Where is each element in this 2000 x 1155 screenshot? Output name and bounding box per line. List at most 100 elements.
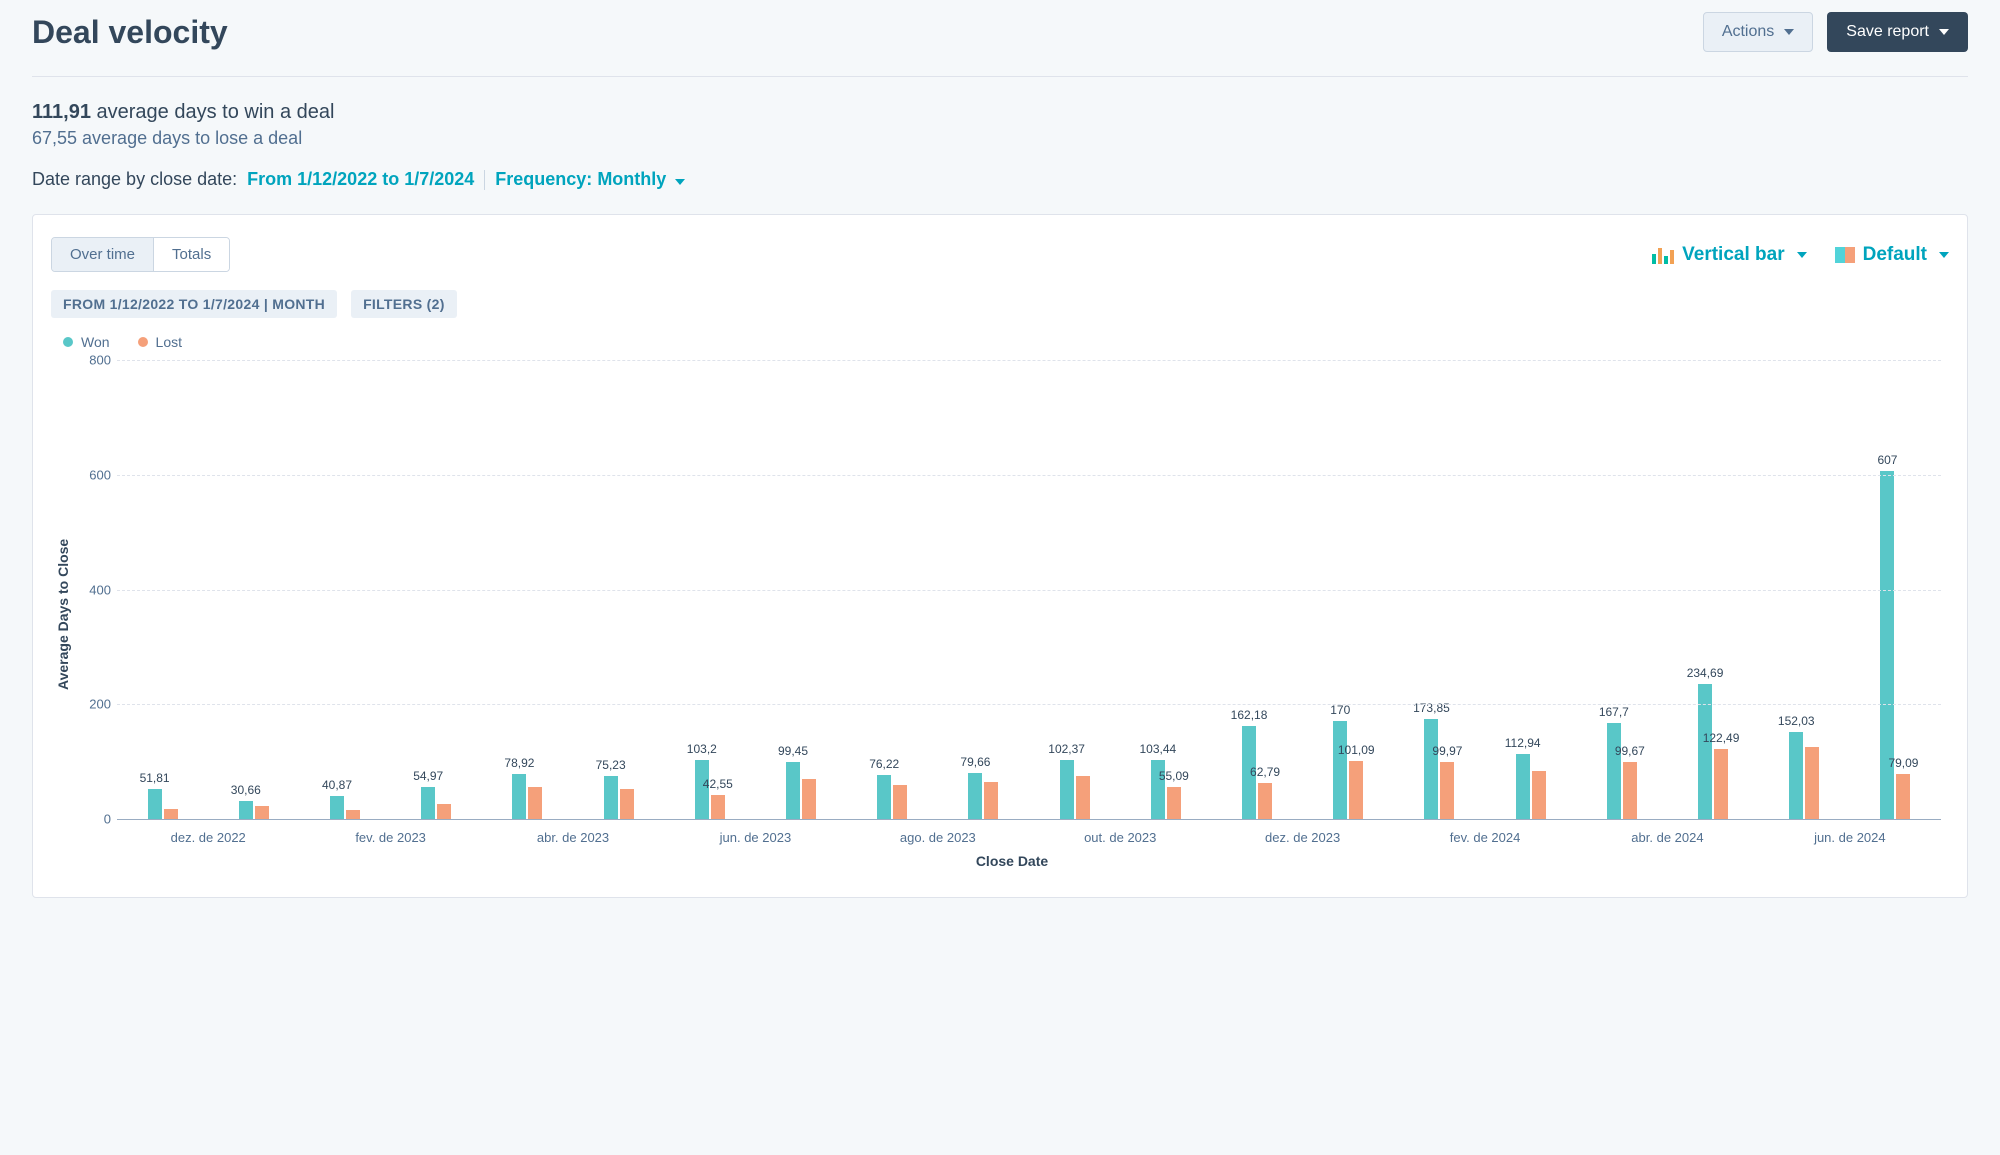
bar-lost[interactable] <box>620 789 634 819</box>
bar-label-won: 102,37 <box>1048 742 1085 760</box>
bar-won[interactable]: 79,66 <box>968 773 982 819</box>
bar-won[interactable]: 167,7 <box>1607 723 1621 819</box>
freq-value: Monthly <box>597 169 666 189</box>
bar-label-won: 76,22 <box>869 757 899 775</box>
frequency-link[interactable]: Frequency: Monthly <box>495 169 685 190</box>
bar-lost[interactable] <box>437 804 451 819</box>
bar-lost[interactable]: 62,79 <box>1258 783 1272 819</box>
bar-won[interactable]: 102,37 <box>1060 760 1074 819</box>
gridline <box>117 590 1941 591</box>
legend-lost[interactable]: Lost <box>138 334 182 350</box>
card-toolbar: Over time Totals Vertical bar Default <box>51 237 1949 272</box>
bar-label-won: 167,7 <box>1599 705 1629 723</box>
bar-lost[interactable] <box>802 779 816 819</box>
bar-lost[interactable]: 122,49 <box>1714 749 1728 819</box>
x-tick: fev. de 2024 <box>1394 820 1576 845</box>
bar-label-won: 103,2 <box>687 742 717 760</box>
bar-lost[interactable] <box>164 809 178 819</box>
bar-label-lost: 79,09 <box>1888 756 1918 774</box>
legend-dot-lost <box>138 337 148 347</box>
bar-lost[interactable]: 99,97 <box>1440 762 1454 819</box>
bar-lost[interactable] <box>1805 747 1819 819</box>
y-tick: 600 <box>75 467 111 482</box>
summary-block: 111,91 average days to win a deal 67,55 … <box>32 101 1968 190</box>
bar-lost[interactable]: 101,09 <box>1349 761 1363 819</box>
bar-won[interactable]: 40,87 <box>330 796 344 819</box>
bar-won[interactable]: 99,45 <box>786 762 800 819</box>
bar-won[interactable]: 173,85 <box>1424 719 1438 819</box>
chart-card: Over time Totals Vertical bar Default FR… <box>32 214 1968 898</box>
palette-label: Default <box>1863 244 1927 266</box>
legend-label-won: Won <box>81 334 110 350</box>
bar-won[interactable]: 51,81 <box>148 789 162 819</box>
bar-label-lost: 62,79 <box>1250 765 1280 783</box>
bar-won[interactable]: 112,94 <box>1516 754 1530 819</box>
x-tick: dez. de 2023 <box>1211 820 1393 845</box>
bar-lost[interactable]: 42,55 <box>711 795 725 819</box>
save-report-button[interactable]: Save report <box>1827 12 1968 52</box>
chevron-down-icon <box>1939 29 1949 35</box>
date-range-link[interactable]: From 1/12/2022 to 1/7/2024 <box>247 169 474 190</box>
bar-won[interactable]: 152,03 <box>1789 732 1803 819</box>
x-tick: dez. de 2022 <box>117 820 299 845</box>
chevron-down-icon <box>1784 29 1794 35</box>
chip-date-range[interactable]: FROM 1/12/2022 TO 1/7/2024 | MONTH <box>51 290 337 318</box>
chip-filters[interactable]: FILTERS (2) <box>351 290 457 318</box>
bar-label-won: 54,97 <box>413 769 443 787</box>
tab-over-time[interactable]: Over time <box>52 238 153 271</box>
bar-label-lost: 55,09 <box>1159 769 1189 787</box>
y-axis-label: Average Days to Close <box>51 360 75 869</box>
header-buttons: Actions Save report <box>1703 12 1968 52</box>
gridline <box>117 475 1941 476</box>
bar-won[interactable]: 75,23 <box>604 776 618 819</box>
bar-chart-icon <box>1652 246 1674 264</box>
x-axis: dez. de 2022fev. de 2023abr. de 2023jun.… <box>117 820 1941 845</box>
chart: 51,81 30,66 40,87 54,97 78,92 75,23 103,2 42,55… <box>75 360 1949 869</box>
x-tick: ago. de 2023 <box>847 820 1029 845</box>
chart-type-selector[interactable]: Vertical bar <box>1652 244 1806 266</box>
bar-label-won: 75,23 <box>596 758 626 776</box>
y-tick: 200 <box>75 697 111 712</box>
bar-label-won: 30,66 <box>231 783 261 801</box>
y-tick: 400 <box>75 582 111 597</box>
x-tick: jun. de 2024 <box>1759 820 1941 845</box>
bar-lost[interactable] <box>346 810 360 819</box>
bar-lost[interactable] <box>1076 776 1090 819</box>
bar-lost[interactable]: 99,67 <box>1623 762 1637 819</box>
bar-lost[interactable] <box>984 782 998 819</box>
meta-row: Date range by close date: From 1/12/2022… <box>32 169 1968 190</box>
bar-lost[interactable] <box>893 785 907 819</box>
save-label: Save report <box>1846 23 1929 41</box>
bar-won[interactable]: 54,97 <box>421 787 435 819</box>
divider <box>484 170 485 190</box>
chevron-down-icon <box>1939 252 1949 258</box>
legend-dot-won <box>63 337 73 347</box>
x-tick: abr. de 2023 <box>482 820 664 845</box>
bar-lost[interactable] <box>528 787 542 819</box>
bar-label-won: 162,18 <box>1231 708 1268 726</box>
right-controls: Vertical bar Default <box>1652 244 1949 266</box>
y-tick: 0 <box>75 812 111 827</box>
legend-won[interactable]: Won <box>63 334 110 350</box>
bar-lost[interactable] <box>255 806 269 819</box>
y-tick: 800 <box>75 353 111 368</box>
filter-chips: FROM 1/12/2022 TO 1/7/2024 | MONTH FILTE… <box>51 290 1949 318</box>
bar-label-won: 78,92 <box>504 756 534 774</box>
bar-lost[interactable]: 79,09 <box>1896 774 1910 819</box>
bar-lost[interactable]: 55,09 <box>1167 787 1181 819</box>
bar-lost[interactable] <box>1532 771 1546 819</box>
bar-label-lost: 99,97 <box>1432 744 1462 762</box>
bar-won[interactable]: 170 <box>1333 721 1347 819</box>
bar-label-won: 99,45 <box>778 744 808 762</box>
bar-won[interactable]: 78,92 <box>512 774 526 819</box>
palette-selector[interactable]: Default <box>1835 244 1949 266</box>
x-tick: out. de 2023 <box>1029 820 1211 845</box>
plot-area: 51,81 30,66 40,87 54,97 78,92 75,23 103,2 42,55… <box>117 360 1941 820</box>
bar-label-won: 112,94 <box>1505 736 1541 754</box>
tab-totals[interactable]: Totals <box>153 238 229 271</box>
bar-won[interactable]: 30,66 <box>239 801 253 819</box>
bar-won[interactable]: 76,22 <box>877 775 891 819</box>
bar-label-lost: 99,67 <box>1615 744 1645 762</box>
actions-button[interactable]: Actions <box>1703 12 1813 52</box>
page-title: Deal velocity <box>32 14 228 51</box>
